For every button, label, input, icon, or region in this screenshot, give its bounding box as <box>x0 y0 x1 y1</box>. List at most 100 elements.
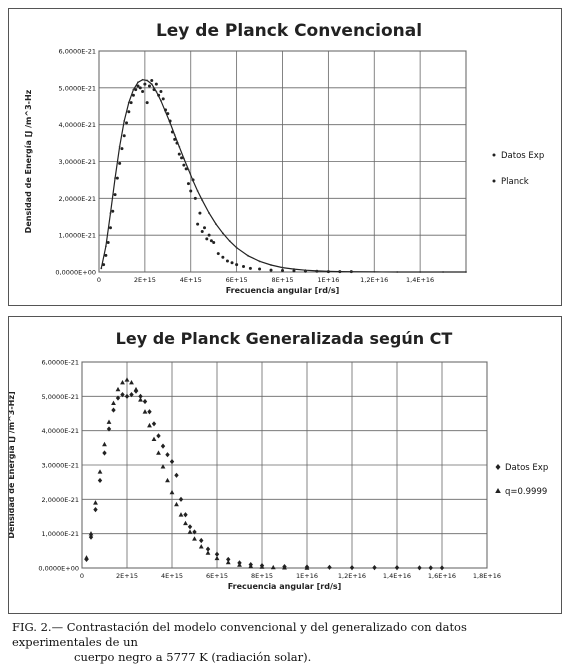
chart1-data-point <box>338 270 341 273</box>
chart1-data-point <box>203 226 207 230</box>
chart1-data-point <box>196 190 199 192</box>
chart2-data-point <box>151 421 157 427</box>
chart2-title: Ley de Planck Generalizada según CT <box>116 329 453 348</box>
chart2-data-point <box>160 464 166 469</box>
chart2-data-point <box>142 398 148 405</box>
chart1-data-point <box>102 263 106 267</box>
chart1-data-point <box>216 252 220 256</box>
chart1-y-tick-label: 5,0000E-21 <box>59 84 96 92</box>
chart2-data-point <box>138 393 143 399</box>
chart1-x-axis-label: Frecuencia angular [rd/s] <box>226 286 340 295</box>
chart1-data-point <box>373 270 376 273</box>
chart1-x-tick-label: 1E+16 <box>317 276 339 284</box>
chart1-data-point <box>281 266 284 269</box>
chart2-data-point <box>259 564 265 569</box>
chart1-data-point <box>221 232 224 235</box>
chart2-data-point <box>120 380 125 385</box>
chart1-data-point <box>258 267 262 271</box>
chart1-data-point <box>129 101 133 105</box>
chart2-data-point <box>111 400 116 405</box>
chart2-data-point <box>237 562 242 567</box>
chart2-data-point <box>138 397 143 402</box>
chart2-y-tick-label: 2,0000E-21 <box>42 496 79 504</box>
chart2-data-point <box>102 450 107 456</box>
chart1-data-point <box>131 93 135 97</box>
chart1-data-point <box>161 97 165 101</box>
chart1-data-point <box>177 152 181 156</box>
chart2-data-point <box>178 512 184 517</box>
chart1-y-tick-label: 6,0000E-21 <box>59 48 96 56</box>
chart1-data-point <box>127 101 130 104</box>
chart2-data-point <box>282 565 287 570</box>
chart2-data-point <box>372 565 377 571</box>
chart1-data-point <box>104 253 108 257</box>
chart1-y-tick-label: 1,0000E-21 <box>59 232 96 240</box>
chart1-data-point <box>113 193 117 197</box>
chart2-data-point <box>84 555 89 560</box>
chart1-data-point <box>159 90 163 94</box>
chart1-data-point <box>396 271 399 273</box>
chart1-data-point <box>134 88 138 92</box>
chart2-x-tick-label: 1,4E+16 <box>383 572 411 580</box>
chart1-data-point <box>230 261 234 265</box>
chart-generalized-planck: Ley de Planck Generalizada según CT 0,000… <box>9 329 548 591</box>
chart1-data-point <box>209 239 213 243</box>
chart-conventional-planck: Ley de Planck Convencional 0,0000E+00 1,00… <box>24 21 544 295</box>
chart2-y-tick-label: 5,0000E-21 <box>42 393 79 401</box>
chart2-data-point <box>97 469 103 474</box>
chart2-data-point <box>93 500 98 505</box>
chart1-data-point <box>182 163 186 167</box>
chart2-data-point <box>304 565 310 570</box>
chart1-data-point <box>145 101 149 105</box>
chart2-data-point <box>156 433 161 439</box>
chart1-data-point <box>193 196 197 200</box>
chart2-x-tick-label: 1E+16 <box>296 572 318 580</box>
chart1-data-point <box>304 269 307 272</box>
chart1-data-point <box>109 212 112 214</box>
chart2-data-point <box>225 559 231 565</box>
chart2-data-point <box>165 452 170 458</box>
chart1-data-point <box>104 245 107 248</box>
chart1-data-point <box>192 179 194 182</box>
chart1-data-point <box>198 211 202 215</box>
chart1-data-point <box>208 212 211 214</box>
chart1-data-point <box>281 269 284 273</box>
chart1-data-point <box>270 264 272 266</box>
chart2-data-point <box>165 477 170 483</box>
chart1-data-point <box>258 260 261 263</box>
chart2-data-point <box>183 520 188 526</box>
chart1-data-point <box>292 269 296 273</box>
chart1-data-point <box>200 229 204 233</box>
chart1-data-point <box>143 82 147 86</box>
chart1-data-point <box>147 84 151 88</box>
chart1-data-point <box>123 120 126 122</box>
chart1-data-point <box>108 226 112 230</box>
chart1-legend-label-1: Datos Exp <box>501 151 544 161</box>
chart1-data-point <box>137 81 139 84</box>
chart2-data-point <box>151 436 157 442</box>
chart2-data-point <box>88 531 94 536</box>
chart2-data-point <box>205 546 211 552</box>
chart2-data-point <box>156 450 161 455</box>
chart1-data-point <box>248 266 252 270</box>
chart1-series-2 <box>100 78 467 273</box>
chart2-data-point <box>199 537 204 544</box>
chart2-y-tick-label: 6,0000E-21 <box>42 359 79 367</box>
chart1-data-point <box>225 259 229 263</box>
chart1-y-tick-label: 3,0000E-21 <box>59 158 96 166</box>
chart1-y-tick-label: 2,0000E-21 <box>59 195 96 203</box>
chart1-data-point <box>235 263 239 267</box>
chart1-data-point <box>212 241 216 245</box>
chart2-data-point <box>192 536 197 541</box>
chart2-data-point <box>124 377 130 382</box>
chart1-x-tick-label: 1,2E+16 <box>360 276 388 284</box>
chart1-data-point <box>111 209 115 213</box>
chart1-data-point <box>138 86 142 90</box>
chart1-data-point <box>118 145 121 148</box>
chart1-x-tick-label: 6E+15 <box>226 276 248 284</box>
chart1-data-point <box>122 134 126 138</box>
chart1-data-point <box>114 177 116 179</box>
chart2-data-point <box>142 409 148 414</box>
chart1-data-point <box>201 199 204 202</box>
chart2-x-tick-label: 4E+15 <box>161 572 183 580</box>
